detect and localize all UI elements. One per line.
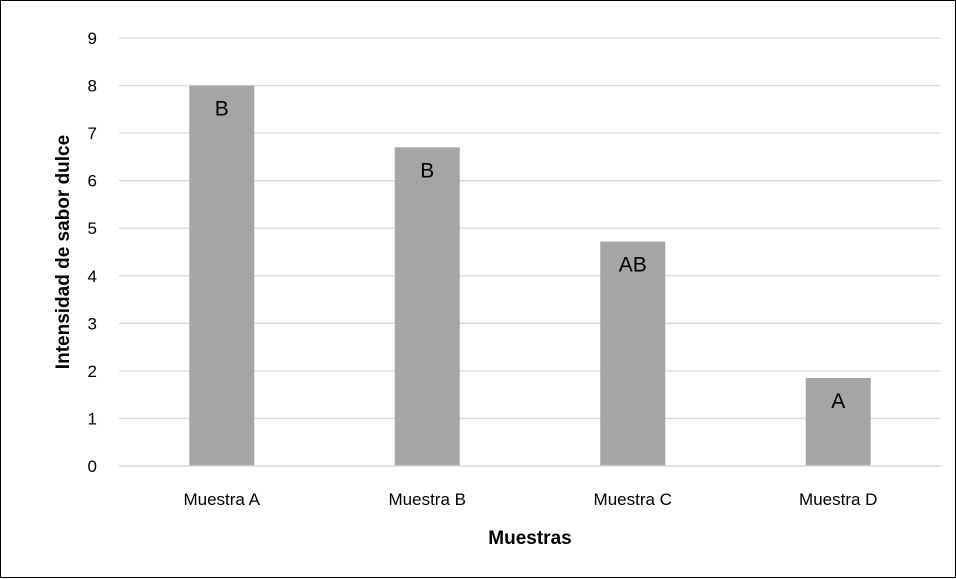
y-tick-label: 7 — [88, 124, 97, 143]
gridlines — [119, 37, 941, 420]
bars — [189, 85, 871, 467]
bar — [600, 241, 666, 466]
y-axis-title: Intensidad de sabor dulce — [53, 135, 74, 369]
y-tick-label: 9 — [88, 29, 97, 48]
bar-data-label: A — [831, 390, 845, 413]
x-tick-label: Muestra B — [389, 490, 466, 509]
y-axis-ticks: 0 1 2 3 4 5 6 7 8 9 — [88, 29, 97, 476]
y-tick-label: 4 — [88, 267, 97, 286]
x-axis-title: Muestras — [488, 528, 571, 549]
bar — [189, 85, 255, 467]
y-tick-label: 0 — [88, 457, 97, 476]
y-tick-label: 1 — [88, 409, 97, 428]
data-labels: B B AB A — [215, 98, 846, 413]
bar — [394, 147, 460, 466]
y-tick-label: 8 — [88, 77, 97, 96]
bar-data-label: B — [420, 159, 434, 182]
y-tick-label: 5 — [88, 219, 97, 238]
x-tick-label: Muestra C — [594, 490, 672, 509]
y-tick-label: 2 — [88, 362, 97, 381]
bar-data-label: AB — [619, 254, 647, 277]
x-axis-ticks: Muestra A Muestra B Muestra C Muestra D — [183, 490, 877, 509]
x-tick-label: Muestra A — [183, 490, 260, 509]
y-tick-label: 3 — [88, 314, 97, 333]
y-tick-label: 6 — [88, 172, 97, 191]
bar-data-label: B — [215, 98, 229, 121]
x-tick-label: Muestra D — [799, 490, 877, 509]
bar — [805, 378, 871, 466]
